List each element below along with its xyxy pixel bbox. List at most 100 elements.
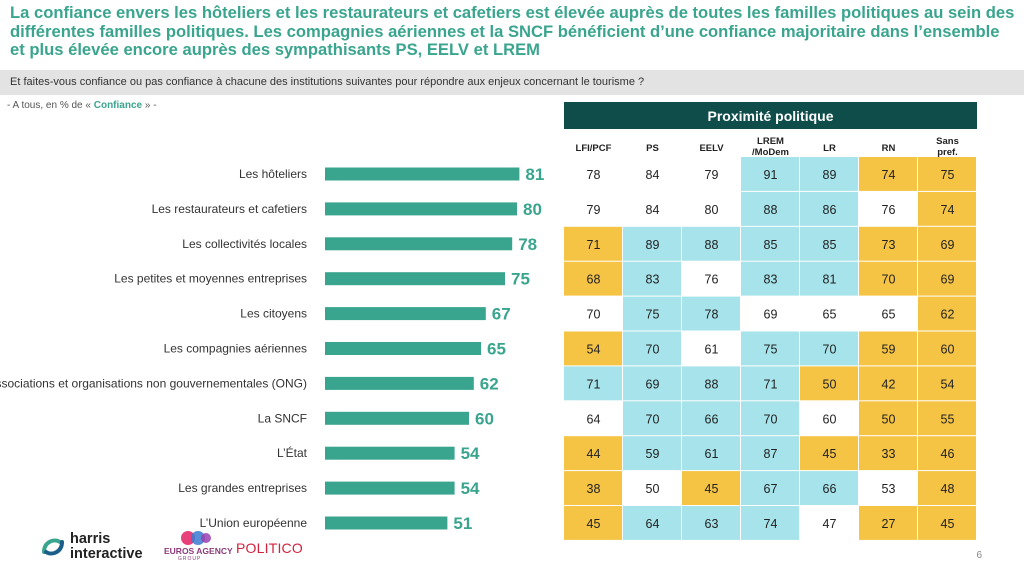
table-cell-value: 74 (882, 168, 896, 182)
column-header-line: PS (646, 143, 659, 154)
table-cell-value: 60 (823, 412, 837, 426)
table-cell-value: 89 (823, 168, 837, 182)
table-cell (859, 331, 917, 366)
value-label: 80 (523, 200, 542, 219)
table-cell-value: 85 (823, 238, 837, 252)
table-cell (800, 296, 858, 331)
value-label: 51 (453, 514, 472, 533)
table-cell (564, 191, 622, 226)
table-cell-value: 87 (764, 447, 778, 461)
table-cell-value: 69 (646, 377, 660, 391)
table-cell (918, 436, 976, 471)
table-cell-value: 50 (882, 412, 896, 426)
harris-mark-icon (42, 538, 64, 556)
table-cell-value: 71 (587, 377, 601, 391)
table-cell-value: 66 (823, 482, 837, 496)
value-label: 81 (525, 165, 544, 184)
table-cell (564, 296, 622, 331)
bar (325, 202, 517, 216)
table-cell (682, 506, 740, 540)
table-title: Proximité politique (707, 108, 833, 124)
table-cell-value: 78 (587, 168, 601, 182)
table-cell-value: 71 (764, 377, 778, 391)
table-cell (859, 296, 917, 331)
table-cell-value: 75 (764, 342, 778, 356)
table-cell-value: 73 (882, 238, 896, 252)
bar (325, 237, 513, 251)
column-header-line: RN (882, 143, 896, 154)
category-label: L’Union européenne (200, 516, 308, 530)
table-cell (623, 261, 681, 296)
column-header-line: LFI/PCF (576, 143, 612, 154)
note-suffix: » - (142, 100, 157, 111)
note-prefix: - A tous, en % de « (7, 100, 94, 111)
table-cell (623, 331, 681, 366)
table-cell-value: 44 (587, 447, 601, 461)
table-cell-value: 70 (646, 342, 660, 356)
table-cell-value: 65 (823, 308, 837, 322)
note-accent: Confiance (93, 100, 143, 111)
table-cell (682, 191, 740, 226)
table-cell-value: 69 (941, 238, 955, 252)
table-cell (741, 366, 799, 401)
table-cell (564, 471, 622, 505)
table-cell-value: 74 (764, 517, 778, 531)
bar (325, 446, 455, 460)
table-cell-value: 54 (941, 377, 955, 391)
table-cell (741, 506, 799, 540)
table-cell (859, 471, 917, 505)
table-cell-value: 60 (941, 342, 955, 356)
table-cell-value: 42 (882, 377, 896, 391)
table-cell-value: 62 (941, 308, 955, 322)
table-cell (741, 436, 799, 471)
value-label: 65 (487, 340, 506, 359)
bar (325, 272, 505, 286)
table-cell-value: 76 (705, 273, 719, 287)
table-cell (741, 471, 799, 505)
table-cell-value: 64 (587, 412, 601, 426)
base-note: - A tous, en % de « Confiance » - (7, 100, 157, 111)
table-cell (859, 157, 917, 191)
table-cell (800, 471, 858, 505)
table-cell (800, 506, 858, 540)
table-cell-value: 47 (823, 517, 837, 531)
table-cell (682, 261, 740, 296)
table-cell-value: 83 (764, 273, 778, 287)
table-cell-value: 70 (587, 308, 601, 322)
table-cell-value: 88 (764, 203, 778, 217)
table-cell-value: 78 (705, 308, 719, 322)
value-label: 54 (461, 479, 480, 498)
table-cell-value: 50 (646, 482, 660, 496)
table-cell (564, 157, 622, 191)
table-cell-value: 33 (882, 447, 896, 461)
bar-chart: Les hôteliers 81 Les restaurateurs et cafe… (0, 165, 544, 533)
table-cell-value: 81 (823, 273, 837, 287)
table-cell-value: 61 (705, 447, 719, 461)
table-cell (918, 366, 976, 401)
table-cell-value: 89 (646, 238, 660, 252)
question-text: Et faites-vous confiance ou pas confianc… (10, 76, 645, 88)
column-header: LFI/PCF (576, 143, 612, 154)
table-cell-value: 59 (646, 447, 660, 461)
column-header-line: EELV (699, 143, 724, 154)
table-cell (859, 191, 917, 226)
table-cell (741, 261, 799, 296)
page-number: 6 (976, 550, 982, 561)
table-cell-value: 27 (882, 517, 896, 531)
table-cell (682, 157, 740, 191)
euros-agency-logo: EUROS AGENCY GROUP (164, 530, 233, 566)
harris-interactive-logo: harris interactive (40, 532, 160, 564)
bar (325, 342, 481, 355)
table-cell (564, 331, 622, 366)
table-cell-value: 67 (764, 482, 778, 496)
table-cell (623, 401, 681, 436)
table-cell (800, 157, 858, 191)
table-cell (623, 506, 681, 540)
column-header: LR (823, 143, 836, 154)
table-cell (859, 261, 917, 296)
value-label: 75 (511, 270, 530, 289)
table-cell-value: 64 (646, 517, 660, 531)
table-cell (741, 191, 799, 226)
table-cell (800, 436, 858, 471)
